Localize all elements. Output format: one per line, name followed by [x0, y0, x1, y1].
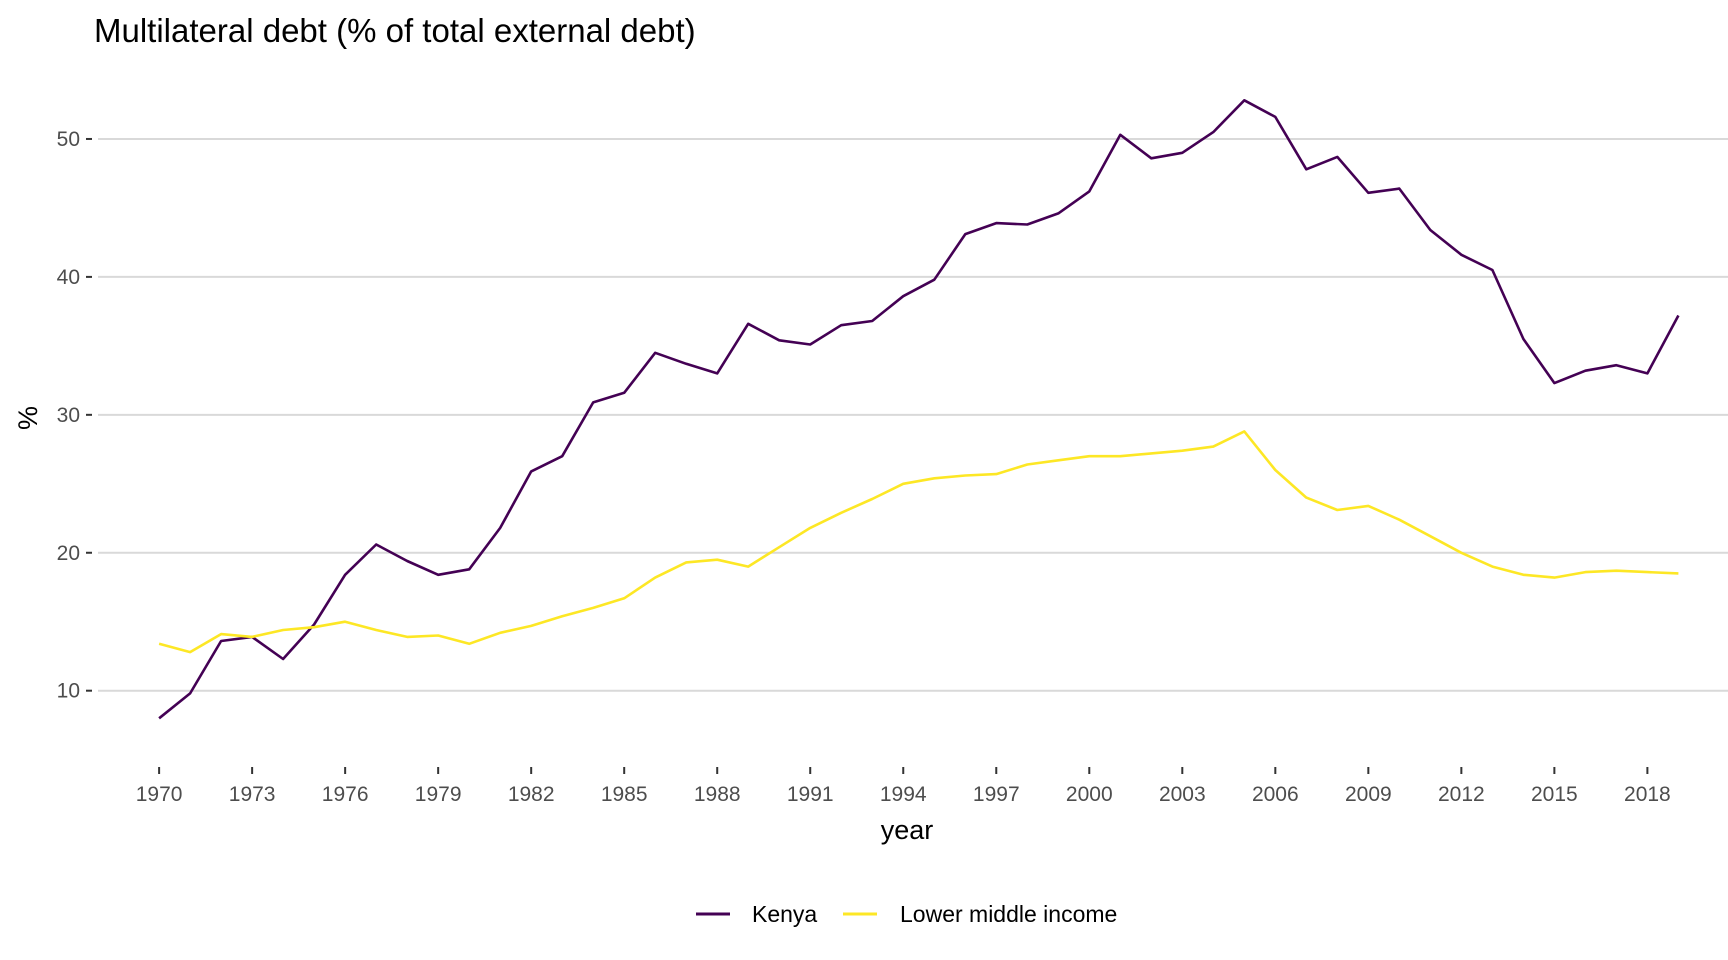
x-tick-label: 1991 [787, 783, 834, 806]
x-tick-label: 2006 [1252, 783, 1299, 806]
series-line-lower-middle-income [158, 430, 1679, 654]
x-tick-label: 2018 [1624, 783, 1671, 806]
legend-label-lower-middle-income[interactable]: Lower middle income [900, 901, 1117, 927]
x-tick-label: 1994 [880, 783, 927, 806]
y-tick-label: 40 [57, 266, 80, 289]
x-tick-label: 1982 [508, 783, 555, 806]
x-tick-label: 2000 [1066, 783, 1113, 806]
x-tick-label: 1979 [415, 783, 462, 806]
y-axis-title: % [13, 406, 43, 430]
series-lines [158, 99, 1680, 720]
y-tick-label: 10 [57, 680, 80, 703]
gridlines [98, 137, 1728, 692]
x-axis-title: year [881, 815, 934, 845]
x-tick-label: 2012 [1438, 783, 1485, 806]
y-axis: 10 20 30 40 50 [57, 128, 92, 703]
x-tick-label: 1997 [973, 783, 1020, 806]
y-tick-label: 20 [57, 542, 80, 565]
x-tick-label: 1988 [694, 783, 741, 806]
y-tick-label: 30 [57, 404, 80, 427]
legend: Kenya Lower middle income [696, 901, 1117, 927]
x-tick-label: 1985 [601, 783, 648, 806]
x-tick-label: 1976 [322, 783, 369, 806]
x-axis: 1970 1973 1976 1979 1982 1985 1988 1991 1994 1997… [136, 767, 1671, 806]
legend-label-kenya[interactable]: Kenya [752, 901, 817, 927]
chart-title: Multilateral debt (% of total external d… [94, 12, 696, 49]
y-tick-label: 50 [57, 128, 80, 151]
x-tick-label: 2003 [1159, 783, 1206, 806]
x-tick-label: 2009 [1345, 783, 1392, 806]
series-line-kenya [158, 99, 1680, 720]
x-tick-label: 1973 [229, 783, 276, 806]
x-tick-label: 2015 [1531, 783, 1578, 806]
x-tick-label: 1970 [136, 783, 183, 806]
